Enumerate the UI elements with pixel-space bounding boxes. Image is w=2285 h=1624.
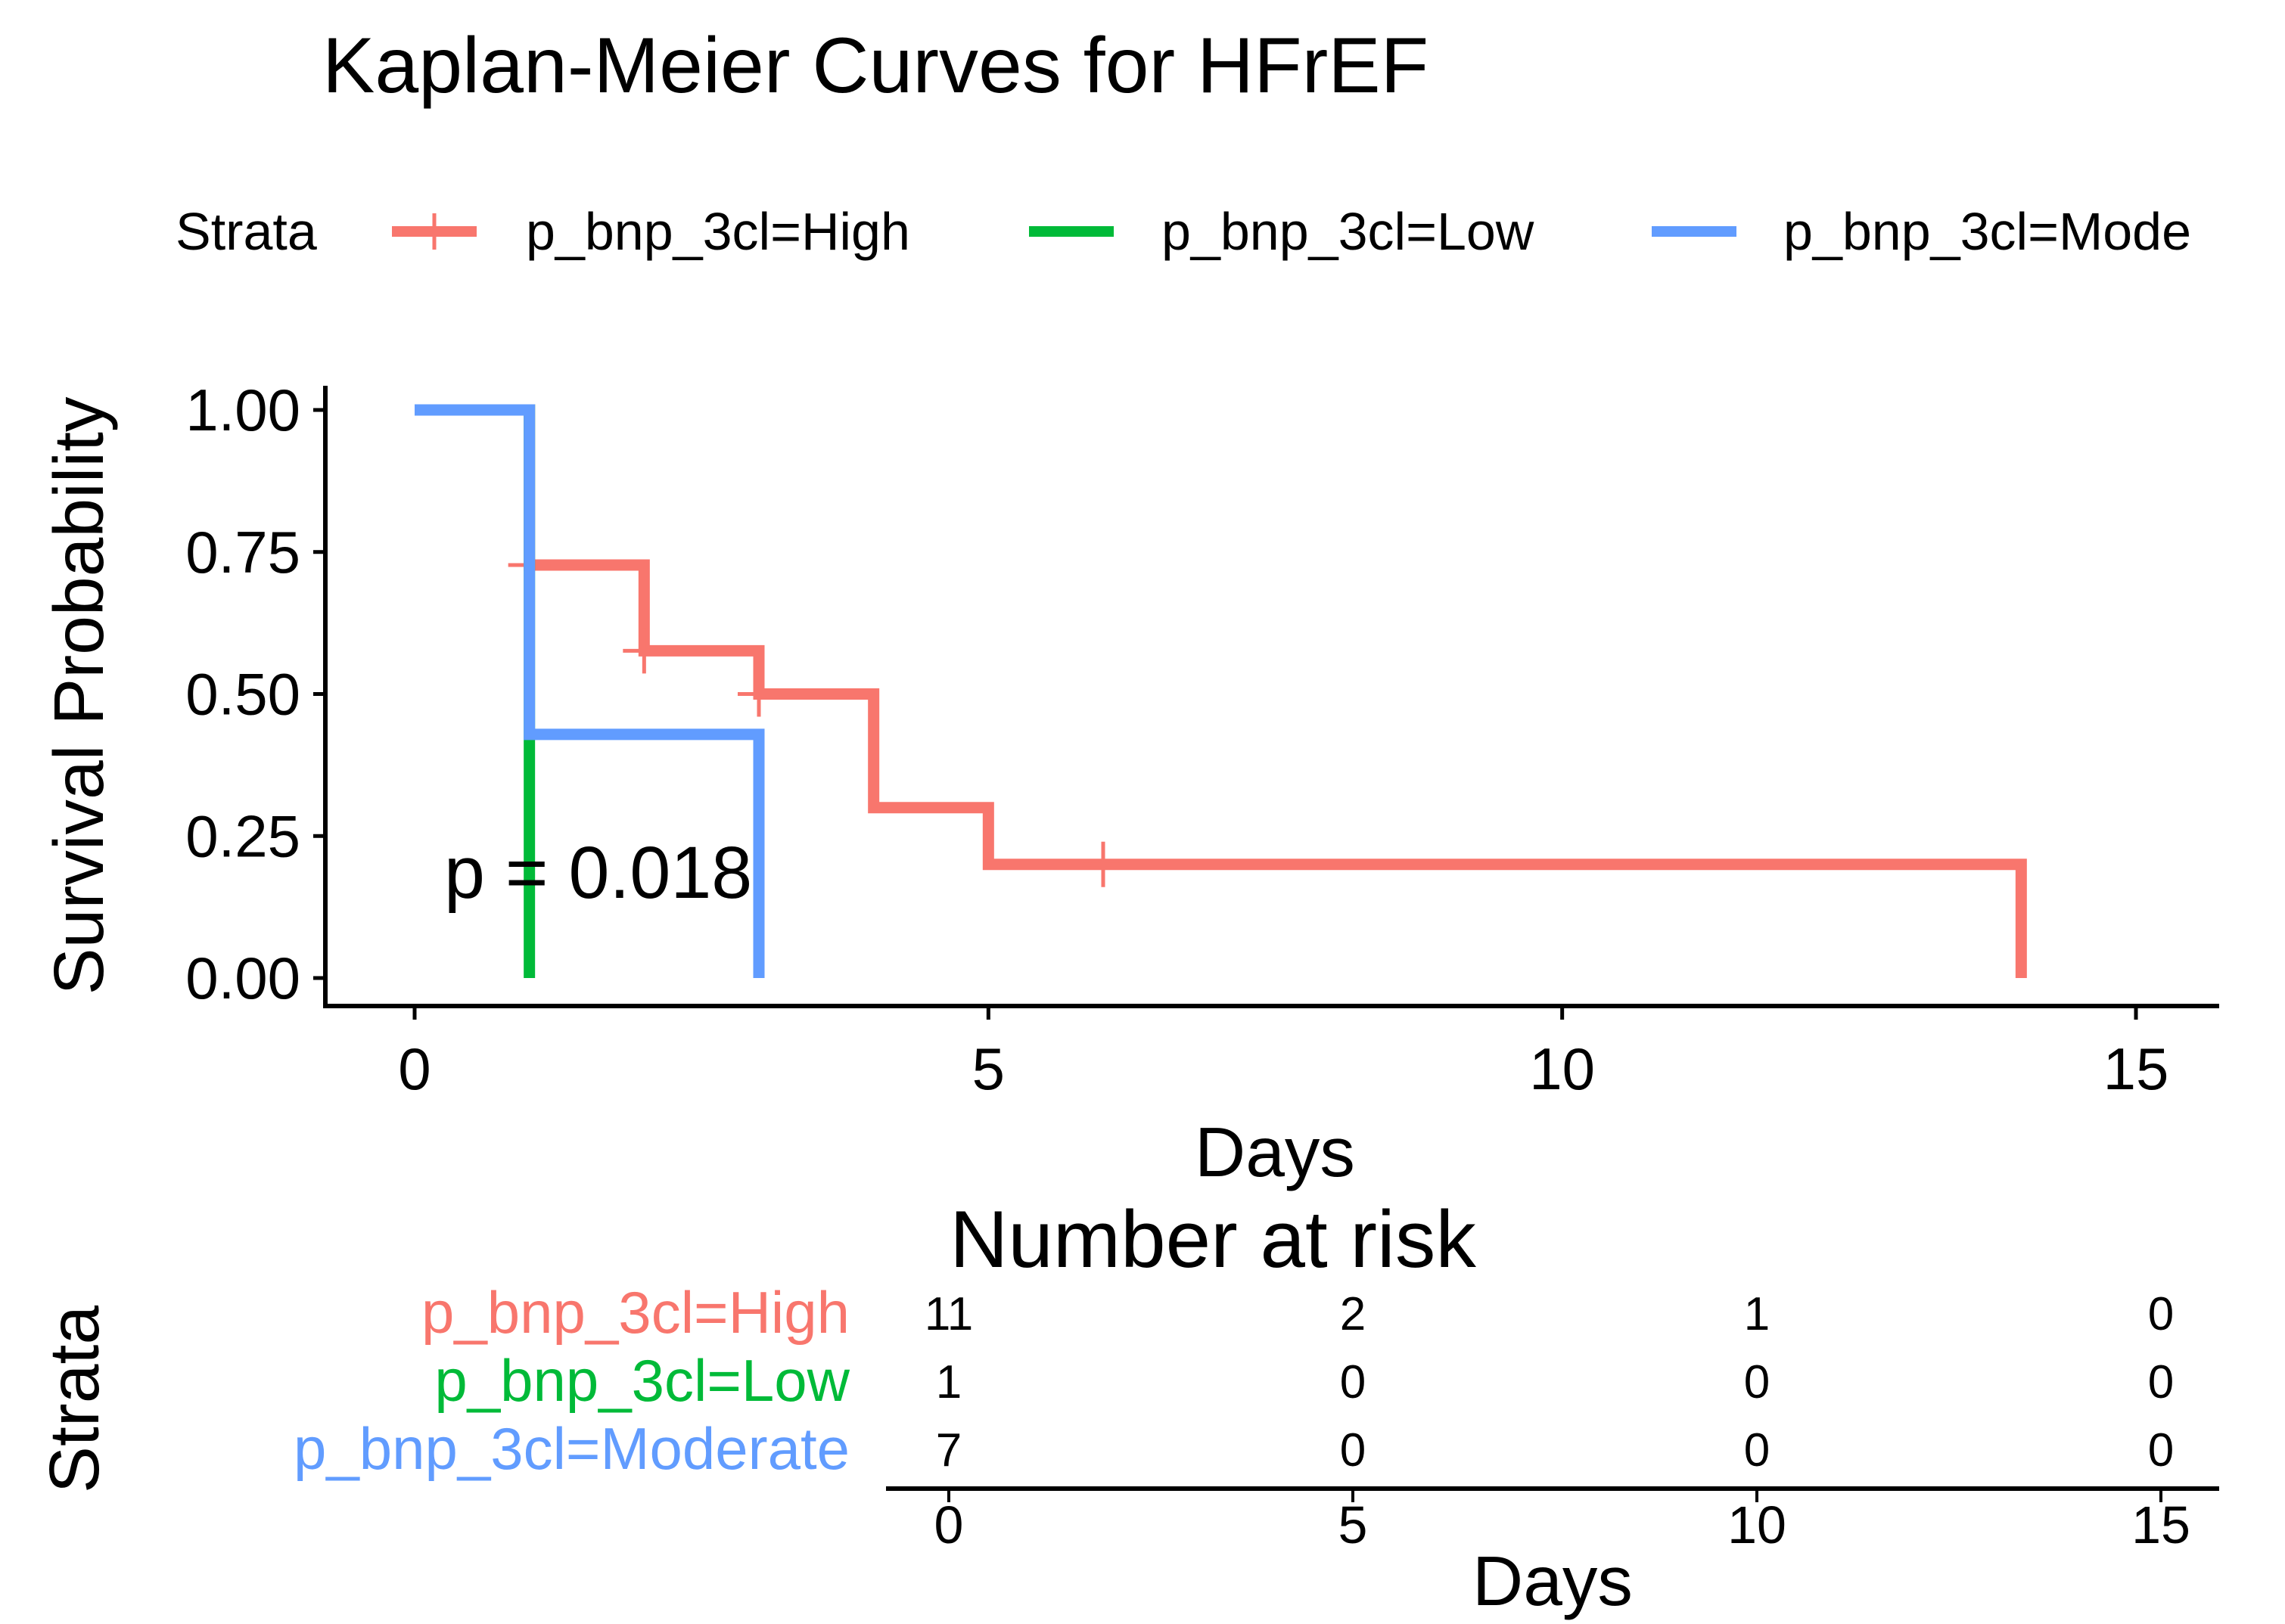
risk-count: 0 (2148, 1288, 2174, 1340)
x-tick-label: 15 (2103, 1036, 2169, 1102)
risk-x-tick-label: 15 (2131, 1495, 2190, 1554)
censor-mark (738, 671, 780, 717)
legend-title: Strata (176, 202, 317, 261)
risk-x-tick-label: 10 (1727, 1495, 1786, 1554)
risk-count: 2 (1340, 1288, 1366, 1340)
legend-label-moderate: p_bnp_3cl=Mode (1783, 202, 2191, 261)
survival-curve-moderate (415, 404, 765, 978)
risk-table-title: Number at risk (950, 1194, 1476, 1284)
y-tick-label: 0.00 (185, 945, 300, 1011)
risk-row-label: p_bnp_3cl=Low (434, 1347, 850, 1414)
risk-count: 0 (1744, 1356, 1770, 1408)
y-axis-label: Survival Probability (39, 396, 118, 995)
y-tick-label: 0.50 (185, 661, 300, 728)
risk-count: 1 (1744, 1288, 1770, 1340)
legend-label-low: p_bnp_3cl=Low (1161, 202, 1534, 261)
x-tick-label: 0 (398, 1036, 431, 1102)
x-axis-label: Days (1195, 1113, 1355, 1191)
risk-count: 0 (2148, 1356, 2174, 1408)
risk-x-axis-label: Days (1472, 1542, 1633, 1620)
x-tick-label: 10 (1529, 1036, 1595, 1102)
x-tick-label: 5 (972, 1036, 1005, 1102)
risk-row-label: p_bnp_3cl=High (421, 1279, 850, 1346)
km-curves (415, 404, 2027, 978)
legend: Strata p_bnp_3cl=High p_bnp_3cl=Low p_bn… (176, 202, 2191, 261)
risk-count: 0 (1744, 1424, 1770, 1477)
risk-row-label: p_bnp_3cl=Moderate (294, 1415, 850, 1482)
censor-mark (623, 628, 666, 674)
risk-x-tick-label: 5 (1338, 1495, 1368, 1554)
risk-x-tick-label: 0 (934, 1495, 964, 1554)
chart-title: Kaplan-Meier Curves for HFrEF (322, 22, 1429, 110)
legend-label-high: p_bnp_3cl=High (526, 202, 910, 261)
risk-count: 0 (1340, 1424, 1366, 1477)
y-tick-label: 1.00 (185, 377, 300, 443)
risk-count: 1 (936, 1356, 962, 1408)
p-value-annotation: p = 0.018 (444, 831, 752, 914)
risk-count: 0 (1340, 1356, 1366, 1408)
y-tick-label: 0.75 (185, 519, 300, 585)
risk-table: 0 5 10 15p_bnp_3cl=High 11 2 1 0p_bnp_3cl=Low 1 0… (294, 1279, 2190, 1554)
risk-table-y-label: Strata (35, 1306, 113, 1493)
km-axes: 0.00 0.25 0.50 0.75 1.00 0 5 10 15 (185, 377, 2219, 1102)
censor-mark (1082, 841, 1124, 887)
y-tick-label: 0.25 (185, 803, 300, 869)
risk-count: 11 (925, 1288, 973, 1340)
risk-count: 7 (936, 1424, 962, 1477)
risk-count: 0 (2148, 1424, 2174, 1477)
